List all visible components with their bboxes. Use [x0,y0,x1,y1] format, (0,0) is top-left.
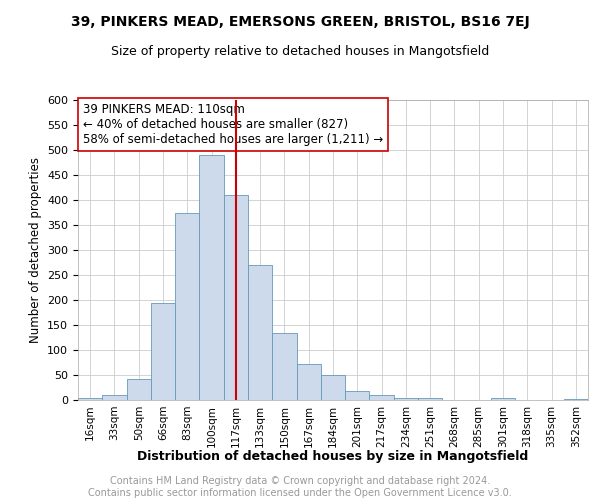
Bar [102,395,127,400]
Bar [224,195,248,400]
Bar [370,395,394,400]
Bar [418,398,442,400]
Bar [321,375,345,400]
Text: 39 PINKERS MEAD: 110sqm
← 40% of detached houses are smaller (827)
58% of semi-d: 39 PINKERS MEAD: 110sqm ← 40% of detache… [83,103,383,146]
Bar [345,391,370,400]
Bar [199,155,224,400]
Bar [175,212,199,400]
X-axis label: Distribution of detached houses by size in Mangotsfield: Distribution of detached houses by size … [137,450,529,463]
Bar [272,332,296,400]
Y-axis label: Number of detached properties: Number of detached properties [29,157,41,343]
Bar [394,398,418,400]
Text: Contains HM Land Registry data © Crown copyright and database right 2024.
Contai: Contains HM Land Registry data © Crown c… [88,476,512,498]
Bar [564,399,588,400]
Bar [491,398,515,400]
Text: Size of property relative to detached houses in Mangotsfield: Size of property relative to detached ho… [111,45,489,58]
Bar [151,302,175,400]
Bar [296,364,321,400]
Bar [78,398,102,400]
Text: 39, PINKERS MEAD, EMERSONS GREEN, BRISTOL, BS16 7EJ: 39, PINKERS MEAD, EMERSONS GREEN, BRISTO… [71,15,529,29]
Bar [248,265,272,400]
Bar [127,379,151,400]
